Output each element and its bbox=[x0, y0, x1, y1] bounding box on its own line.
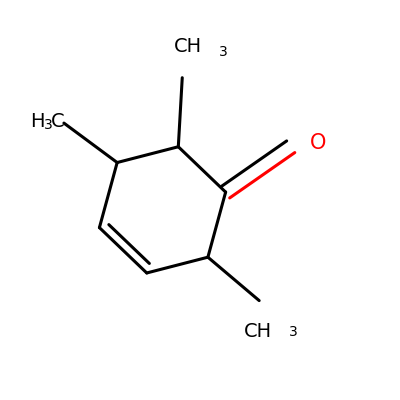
Text: 3: 3 bbox=[218, 45, 227, 59]
Text: C: C bbox=[51, 112, 64, 132]
Text: CH: CH bbox=[244, 322, 272, 341]
Text: 3: 3 bbox=[44, 118, 53, 132]
Text: H: H bbox=[30, 112, 45, 132]
Text: O: O bbox=[310, 133, 326, 153]
Text: CH: CH bbox=[174, 37, 202, 56]
Text: 3: 3 bbox=[289, 325, 298, 339]
